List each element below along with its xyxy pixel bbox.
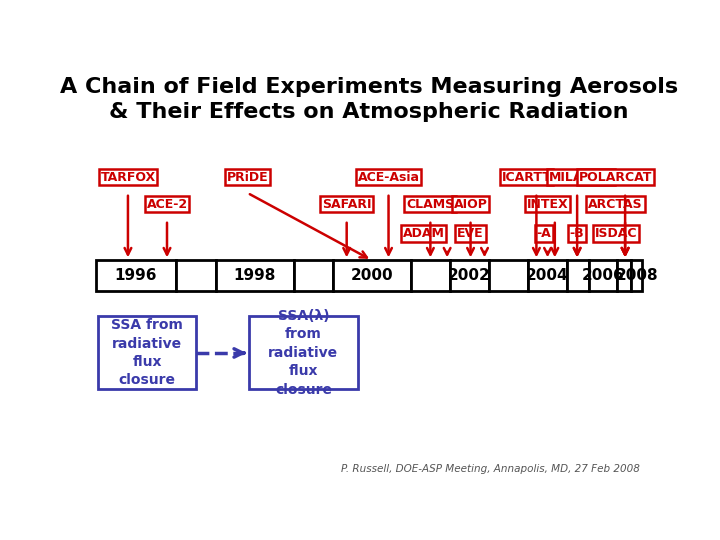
Bar: [528, 260, 567, 292]
Bar: [489, 260, 528, 292]
Bar: [411, 260, 450, 292]
Text: SSA(λ)
from
radiative
flux
closure: SSA(λ) from radiative flux closure: [269, 309, 338, 396]
Text: ADAM: ADAM: [402, 227, 445, 240]
Text: TARFOX: TARFOX: [100, 171, 156, 184]
Text: INTEX: INTEX: [527, 198, 568, 211]
Text: SSA from
radiative
flux
closure: SSA from radiative flux closure: [112, 318, 183, 387]
Text: PRiDE: PRiDE: [227, 171, 268, 184]
Text: ARCTAS: ARCTAS: [588, 198, 643, 211]
Text: CLAMS: CLAMS: [406, 198, 454, 211]
Bar: [631, 260, 642, 292]
Text: MILAGRO: MILAGRO: [549, 171, 613, 184]
Text: 2002: 2002: [448, 268, 491, 284]
Bar: [567, 260, 590, 292]
Bar: [590, 260, 617, 292]
Bar: [176, 260, 215, 292]
Text: ACE-Asia: ACE-Asia: [358, 171, 420, 184]
Bar: [96, 260, 176, 292]
Bar: [333, 260, 411, 292]
Text: ACE-2: ACE-2: [146, 198, 188, 211]
Text: -A: -A: [537, 227, 552, 240]
Text: SAFARI: SAFARI: [322, 198, 372, 211]
Bar: [99, 316, 196, 389]
Bar: [294, 260, 333, 292]
Text: 2008: 2008: [616, 268, 658, 284]
Bar: [249, 316, 358, 389]
Text: POLARCAT: POLARCAT: [579, 171, 652, 184]
Text: -B: -B: [570, 227, 585, 240]
Text: 2006: 2006: [582, 268, 625, 284]
Text: 1996: 1996: [114, 268, 157, 284]
Text: P. Russell, DOE-ASP Meeting, Annapolis, MD, 27 Feb 2008: P. Russell, DOE-ASP Meeting, Annapolis, …: [341, 464, 639, 474]
Text: EVE: EVE: [457, 227, 484, 240]
Text: ISDAC: ISDAC: [595, 227, 637, 240]
Text: 2000: 2000: [351, 268, 393, 284]
Bar: [617, 260, 631, 292]
Text: A Chain of Field Experiments Measuring Aerosols
& Their Effects on Atmospheric R: A Chain of Field Experiments Measuring A…: [60, 77, 678, 122]
Text: ICARTT: ICARTT: [501, 171, 552, 184]
Bar: [450, 260, 489, 292]
Text: AIOP: AIOP: [454, 198, 487, 211]
Bar: [215, 260, 294, 292]
Text: 2004: 2004: [526, 268, 569, 284]
Text: 1998: 1998: [233, 268, 276, 284]
